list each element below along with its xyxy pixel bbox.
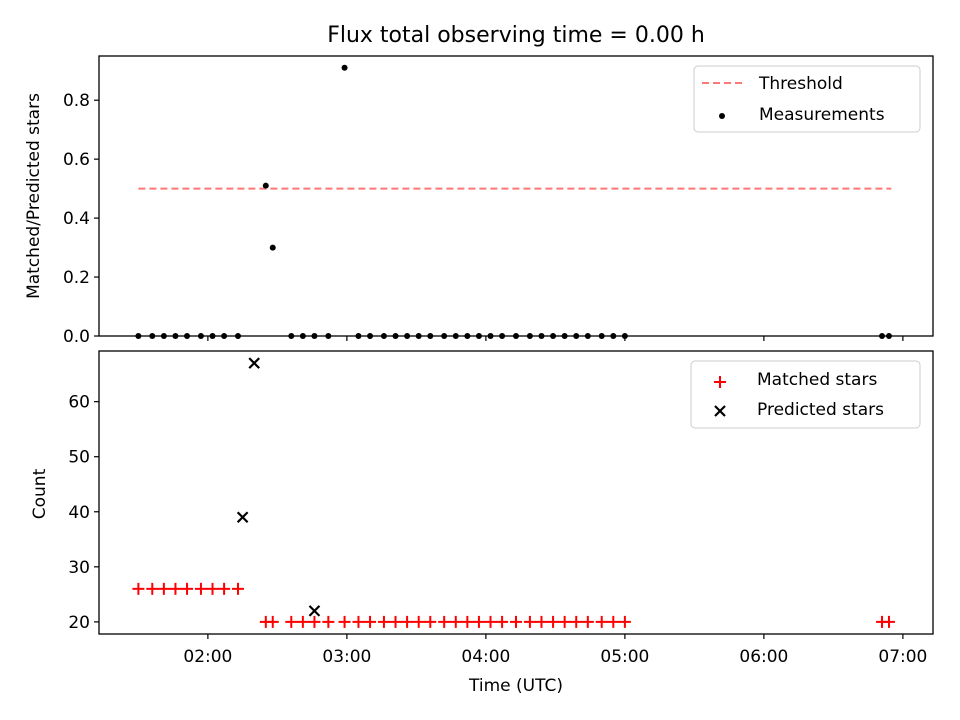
matched-star-point (181, 582, 194, 595)
matched-star-point (882, 615, 895, 628)
top-y-axis: 0.0 0.2 0.4 0.6 0.8 (63, 91, 99, 347)
matched-star-point (322, 615, 335, 628)
measurement-point (269, 244, 276, 251)
predicted-star-stroke (308, 605, 321, 617)
matched-star-point (547, 615, 560, 628)
predicted-star-point (308, 605, 321, 617)
bottom-y-tick-label: 40 (68, 503, 90, 523)
bottom-axes-frame (98, 350, 934, 635)
matched-star-point (132, 582, 145, 595)
predicted-star-stroke (236, 511, 249, 524)
matched-star-point (401, 615, 414, 628)
predicted-legend-label: Predicted stars (757, 400, 884, 420)
matched-star-point (218, 582, 231, 595)
matched-star-point (472, 615, 485, 628)
matched-star-point (146, 582, 159, 595)
bottom-y-axis: 20 30 40 50 60 (68, 393, 99, 633)
matched-star-point (285, 615, 298, 628)
matched-star-point (438, 615, 451, 628)
matched-star-point (377, 615, 390, 628)
measurement-point (341, 64, 348, 71)
x-tick-label: 06:00 (739, 647, 788, 667)
top-axes-frame (98, 55, 934, 337)
predicted-star-stroke (248, 357, 260, 369)
matched-star-point (266, 615, 279, 628)
matched-star-point (296, 615, 309, 628)
matched-star-point (570, 615, 583, 628)
x-axis-label: Time (UTC) (468, 676, 563, 696)
matched-star-point (364, 615, 377, 628)
matched-star-point (595, 615, 608, 628)
top-y-axis-label: Matched/Predicted stars (24, 93, 44, 299)
predicted-star-point (248, 357, 260, 369)
matched-star-point (581, 615, 594, 628)
predicted-star-point (236, 511, 249, 524)
bottom-y-tick-label: 50 (68, 448, 90, 468)
top-panel: 0.00.20.40.60.8 Matched/Predicted stars … (24, 55, 934, 347)
bottom-y-tick-label: 60 (68, 393, 90, 413)
bottom-y-tick-label: 30 (68, 558, 90, 578)
x-tick-label: 02:00 (183, 647, 232, 667)
bottom-panel: 20 30 40 50 60 02:00 03:00 04:00 05:00 06:00 07:0… (30, 350, 934, 696)
matched-star-point (206, 582, 219, 595)
matched-star-point (157, 582, 170, 595)
matched-star-point (194, 582, 207, 595)
matched-star-point (484, 615, 497, 628)
top-y-tick-label: 0.6 (63, 150, 90, 170)
bottom-y-tick-label: 20 (68, 613, 90, 633)
matched-star-point (535, 615, 548, 628)
matched-legend-marker (714, 376, 726, 388)
matched-star-point (510, 615, 522, 628)
bottom-legend-box (690, 360, 921, 429)
measurements-legend-label: Measurements (759, 105, 885, 125)
matched-star-point (496, 615, 509, 628)
matched-star-point (232, 582, 244, 595)
measurement-point (262, 182, 269, 189)
matched-star-point (308, 615, 321, 628)
matched-star-point (618, 615, 631, 628)
top-y-tick-label: 0.0 (63, 327, 90, 347)
matched-star-point (523, 615, 536, 628)
matched-star-point (558, 615, 571, 628)
top-y-tick-label: 0.8 (63, 91, 90, 111)
top-x-ticks (207, 336, 904, 341)
top-y-tick-label: 0.2 (63, 268, 90, 288)
matched-star-point (607, 615, 620, 628)
x-tick-label: 05:00 (600, 647, 649, 667)
matched-star-point (338, 615, 351, 628)
x-tick-label: 03:00 (322, 647, 371, 667)
matched-star-point (412, 615, 425, 628)
measurements-legend-marker (719, 113, 725, 119)
matched-star-point (169, 582, 182, 595)
chart-title: Flux total observing time = 0.00 h (327, 23, 705, 48)
matched-star-point (352, 615, 365, 628)
bottom-legend: Matched stars Predicted stars (690, 360, 921, 429)
top-legend-box (693, 65, 921, 133)
bottom-plot-marks (132, 357, 895, 628)
matched-legend-label: Matched stars (757, 370, 877, 390)
threshold-legend-label: Threshold (758, 74, 843, 94)
top-legend: Threshold Measurements (693, 65, 921, 133)
matched-star-point (424, 615, 437, 628)
predicted-legend-marker (714, 405, 726, 417)
matched-star-point (449, 615, 462, 628)
x-tick-label: 07:00 (878, 647, 927, 667)
bottom-y-axis-label: Count (30, 468, 50, 519)
x-tick-label: 04:00 (461, 647, 510, 667)
bottom-x-axis: 02:00 03:00 04:00 05:00 06:00 07:00 (183, 634, 927, 667)
matched-star-point (389, 615, 402, 628)
top-y-tick-label: 0.4 (63, 209, 90, 229)
matched-star-point (461, 615, 474, 628)
